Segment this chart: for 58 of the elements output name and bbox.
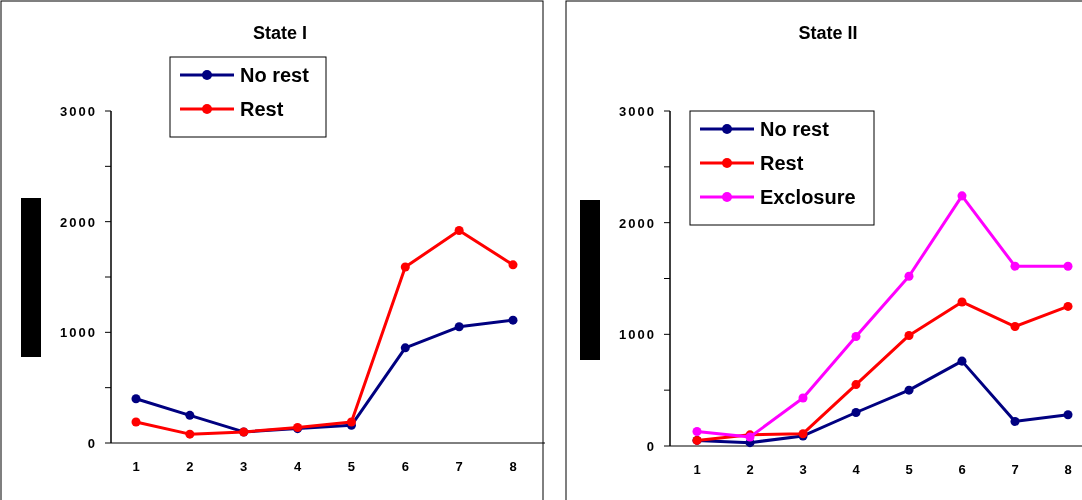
point (1063, 410, 1073, 420)
point (957, 297, 967, 307)
point (454, 322, 464, 332)
x-tick-label: 7 (455, 459, 463, 474)
legend-label: No rest (760, 118, 830, 140)
x-tick-label: 2 (186, 459, 194, 474)
x-tick-label: 3 (799, 462, 807, 477)
x-tick-label: 4 (293, 459, 302, 474)
x-tick-label: 8 (509, 459, 517, 474)
point (851, 332, 861, 342)
y-tick-label: 2000 (60, 214, 97, 230)
y-tick-label: 2000 (619, 215, 656, 231)
point (1010, 261, 1020, 271)
x-tick-label: 4 (852, 462, 861, 477)
point (851, 380, 861, 390)
x-tick-label: 5 (905, 462, 913, 477)
point (957, 191, 967, 201)
x-tick-label: 5 (347, 459, 356, 474)
point (508, 315, 518, 325)
point (1010, 416, 1020, 426)
point (1063, 261, 1073, 271)
point (185, 410, 195, 420)
x-tick-label: 1 (132, 459, 140, 474)
point (1063, 301, 1073, 311)
point (508, 260, 518, 270)
x-tick-label: 1 (693, 462, 701, 477)
chart-title: State II (798, 23, 858, 43)
point (400, 262, 410, 272)
y-tick-label: 0 (646, 439, 656, 454)
x-tick-label: 8 (1064, 462, 1072, 477)
point (131, 417, 141, 427)
point (400, 343, 410, 353)
x-tick-label: 2 (746, 462, 754, 477)
legend-label: No rest (240, 64, 310, 86)
x-tick-label: 6 (401, 459, 409, 474)
point (904, 330, 914, 340)
point (798, 393, 808, 403)
point (692, 426, 702, 436)
x-tick-label: 6 (958, 462, 966, 477)
legend-label: Rest (240, 98, 284, 120)
point (851, 407, 861, 418)
point (1010, 322, 1020, 332)
point (454, 226, 464, 236)
point (131, 394, 141, 404)
point (904, 385, 914, 395)
y-tick-label: 1000 (619, 327, 656, 343)
x-tick-label: 7 (1011, 462, 1019, 477)
y-tick-label: 3000 (60, 104, 97, 119)
legend-label: Rest (760, 152, 804, 174)
y-tick-label: 3000 (619, 104, 656, 119)
y-tick-label: 0 (87, 436, 97, 451)
point (904, 271, 914, 281)
y-tick-label: 1000 (60, 325, 97, 341)
chart-title: State I (252, 23, 308, 43)
point (185, 429, 195, 439)
x-tick-label: 3 (240, 459, 248, 474)
legend-label: Exclosure (760, 186, 856, 208)
point (957, 356, 967, 366)
